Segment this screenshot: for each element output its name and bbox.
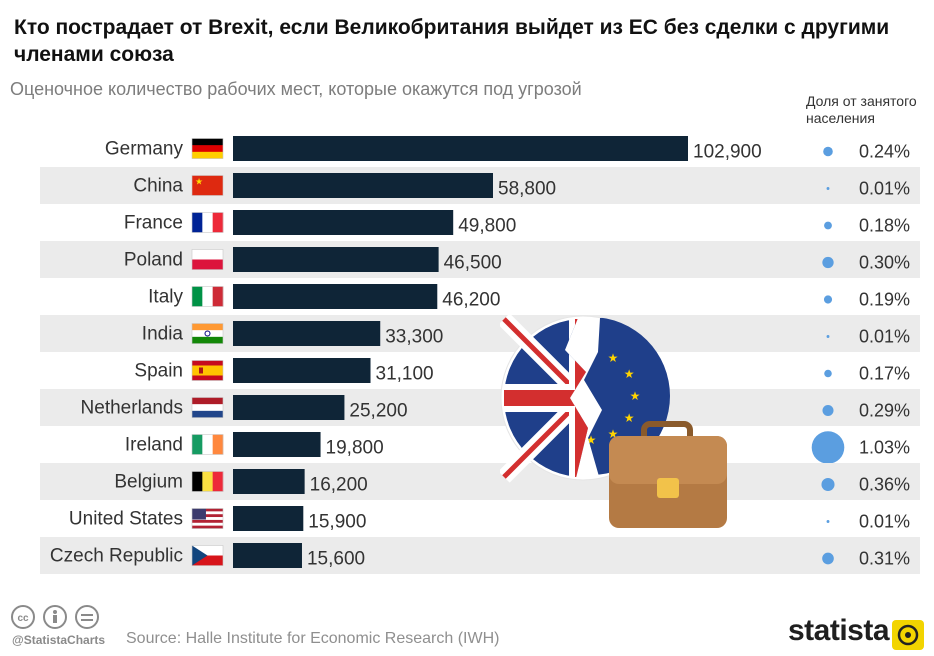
- category-label: Italy: [148, 287, 183, 308]
- share-label: 0.01%: [859, 512, 910, 532]
- category-label: China: [133, 176, 183, 197]
- bar: [233, 247, 439, 272]
- category-label: Germany: [105, 139, 184, 160]
- row-stripe: [40, 389, 920, 426]
- value-label: 15,900: [308, 512, 366, 533]
- share-column-header: Доля от занятого населения: [806, 93, 917, 126]
- share-label: 0.17%: [859, 364, 910, 384]
- flag-france-icon: [191, 212, 224, 233]
- value-label: 19,800: [326, 438, 384, 459]
- bar: [233, 358, 371, 383]
- share-label: 0.19%: [859, 290, 910, 310]
- chart-subtitle: Оценочное количество рабочих мест, котор…: [10, 79, 582, 99]
- category-label: France: [124, 213, 183, 234]
- bar: [233, 543, 302, 568]
- category-label: Spain: [134, 361, 183, 382]
- svg-text:★: ★: [624, 367, 635, 381]
- share-bubble: [824, 369, 832, 378]
- category-label: United States: [69, 509, 183, 530]
- value-label: 25,200: [349, 401, 407, 422]
- category-label: Poland: [124, 250, 183, 271]
- flag-ireland-icon: [191, 434, 224, 455]
- svg-text:★: ★: [608, 351, 619, 365]
- svg-text:★: ★: [624, 411, 635, 425]
- row-stripe: [40, 537, 920, 574]
- flag-czech-republic-icon: [191, 545, 224, 566]
- svg-text:★: ★: [195, 178, 203, 188]
- share-label: 0.18%: [859, 216, 910, 236]
- share-bubble: [826, 335, 830, 338]
- value-label: 58,800: [498, 179, 556, 200]
- value-label: 46,500: [444, 253, 502, 274]
- source-note: Source: Halle Institute for Economic Res…: [126, 630, 500, 647]
- bar: [233, 210, 454, 235]
- share-bubble: [826, 187, 830, 190]
- category-label: Belgium: [114, 472, 183, 493]
- bar: [233, 173, 493, 198]
- flag-india-icon: [191, 323, 224, 344]
- share-label: 0.29%: [859, 401, 910, 421]
- value-label: 31,100: [376, 364, 434, 385]
- value-label: 33,300: [385, 327, 443, 348]
- category-label: Netherlands: [81, 398, 183, 419]
- flag-spain-icon: [191, 360, 224, 381]
- value-label: 46,200: [442, 290, 500, 311]
- value-label: 49,800: [458, 216, 516, 237]
- share-bubble: [822, 256, 834, 269]
- svg-text:★: ★: [608, 427, 619, 441]
- share-bubble: [822, 404, 834, 417]
- share-label: 0.36%: [859, 475, 910, 495]
- share-label: 0.01%: [859, 327, 910, 347]
- bar: [233, 284, 438, 309]
- bar: [233, 136, 688, 161]
- share-bubble: [826, 520, 830, 523]
- bar: [233, 395, 345, 420]
- row-stripe: [40, 463, 920, 500]
- brexit-briefcase-illustration: ★★★★★★★★★★★★: [500, 313, 727, 528]
- share-label: 1.03%: [859, 438, 910, 458]
- flag-italy-icon: [191, 286, 224, 307]
- share-label: 0.31%: [859, 549, 910, 569]
- row-stripe: [40, 241, 920, 278]
- bar: [233, 469, 305, 494]
- svg-text:★: ★: [586, 433, 597, 447]
- share-bubble: [823, 146, 833, 157]
- flag-china-icon: ★: [191, 175, 224, 196]
- flag-belgium-icon: [191, 471, 224, 492]
- brand-logo[interactable]: statista: [788, 614, 890, 647]
- bar-chart: Germany 102,900 0.24% China ★ 58,800 0.01% Fran…: [40, 136, 920, 574]
- value-label: 16,200: [310, 475, 368, 496]
- share-bubble: [823, 295, 833, 304]
- category-label: Ireland: [125, 435, 183, 456]
- flag-netherlands-icon: [191, 397, 224, 418]
- category-label: Czech Republic: [50, 546, 183, 567]
- footer-handle: @StatistaCharts: [12, 633, 106, 647]
- value-label: 102,900: [693, 142, 762, 163]
- category-label: India: [142, 324, 184, 345]
- share-bubble: [824, 221, 832, 230]
- chart-title: Кто пострадает от Brexit, если Великобри…: [14, 16, 890, 66]
- statista-logo-icon: [892, 620, 924, 650]
- bar: [233, 432, 321, 457]
- share-label: 0.30%: [859, 253, 910, 273]
- bar: [233, 321, 381, 346]
- flag-united-states-icon: [191, 508, 224, 529]
- value-label: 15,600: [307, 549, 365, 570]
- share-bubble: [811, 431, 845, 464]
- svg-text:cc: cc: [17, 613, 29, 624]
- bar: [233, 506, 304, 531]
- creative-commons-icons: cc: [10, 604, 106, 635]
- share-label: 0.01%: [859, 179, 910, 199]
- svg-text:★: ★: [630, 389, 641, 403]
- share-bubble: [822, 552, 834, 565]
- share-label: 0.24%: [859, 142, 910, 162]
- flag-poland-icon: [191, 249, 224, 270]
- share-bubble: [821, 477, 835, 492]
- flag-germany-icon: [191, 138, 224, 159]
- row-stripe: [40, 315, 920, 352]
